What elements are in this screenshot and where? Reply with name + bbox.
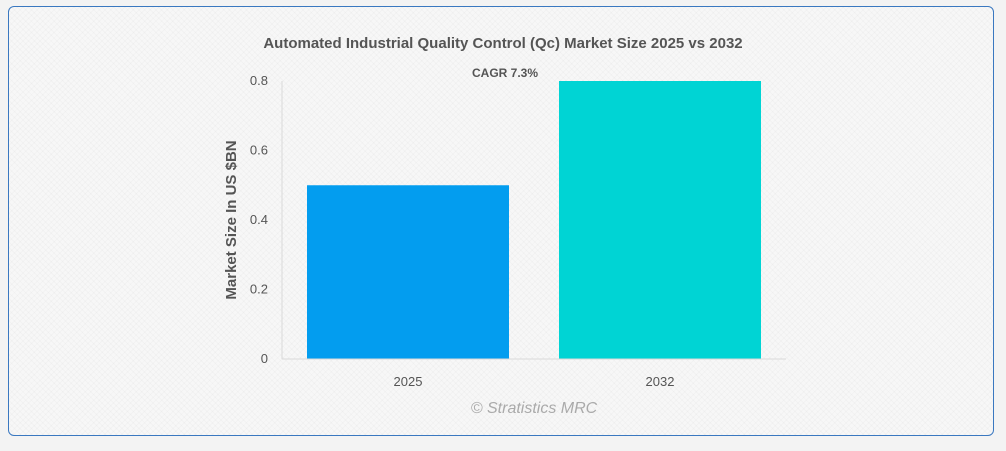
bar-2025 (307, 185, 509, 359)
y-tick-label: 0.2 (250, 282, 268, 297)
x-tick-label: 2032 (646, 374, 675, 389)
chart-title: Automated Industrial Quality Control (Qc… (263, 35, 742, 52)
y-tick-label: 0 (261, 351, 268, 366)
y-tick-label: 0.4 (250, 212, 268, 227)
y-tick-label: 0.8 (250, 73, 268, 88)
cagr-annotation: CAGR 7.3% (472, 66, 538, 80)
y-axis-ticks: 0 0.2 0.4 0.6 0.8 (250, 73, 268, 366)
x-tick-label: 2025 (394, 374, 423, 389)
y-tick-label: 0.6 (250, 143, 268, 158)
y-axis-label: Market Size In US $BN (223, 140, 240, 299)
bars-group (307, 81, 761, 359)
watermark: © Stratistics MRC (471, 400, 598, 417)
x-axis-ticks: 2025 2032 (394, 374, 675, 389)
bar-2032 (559, 81, 761, 359)
